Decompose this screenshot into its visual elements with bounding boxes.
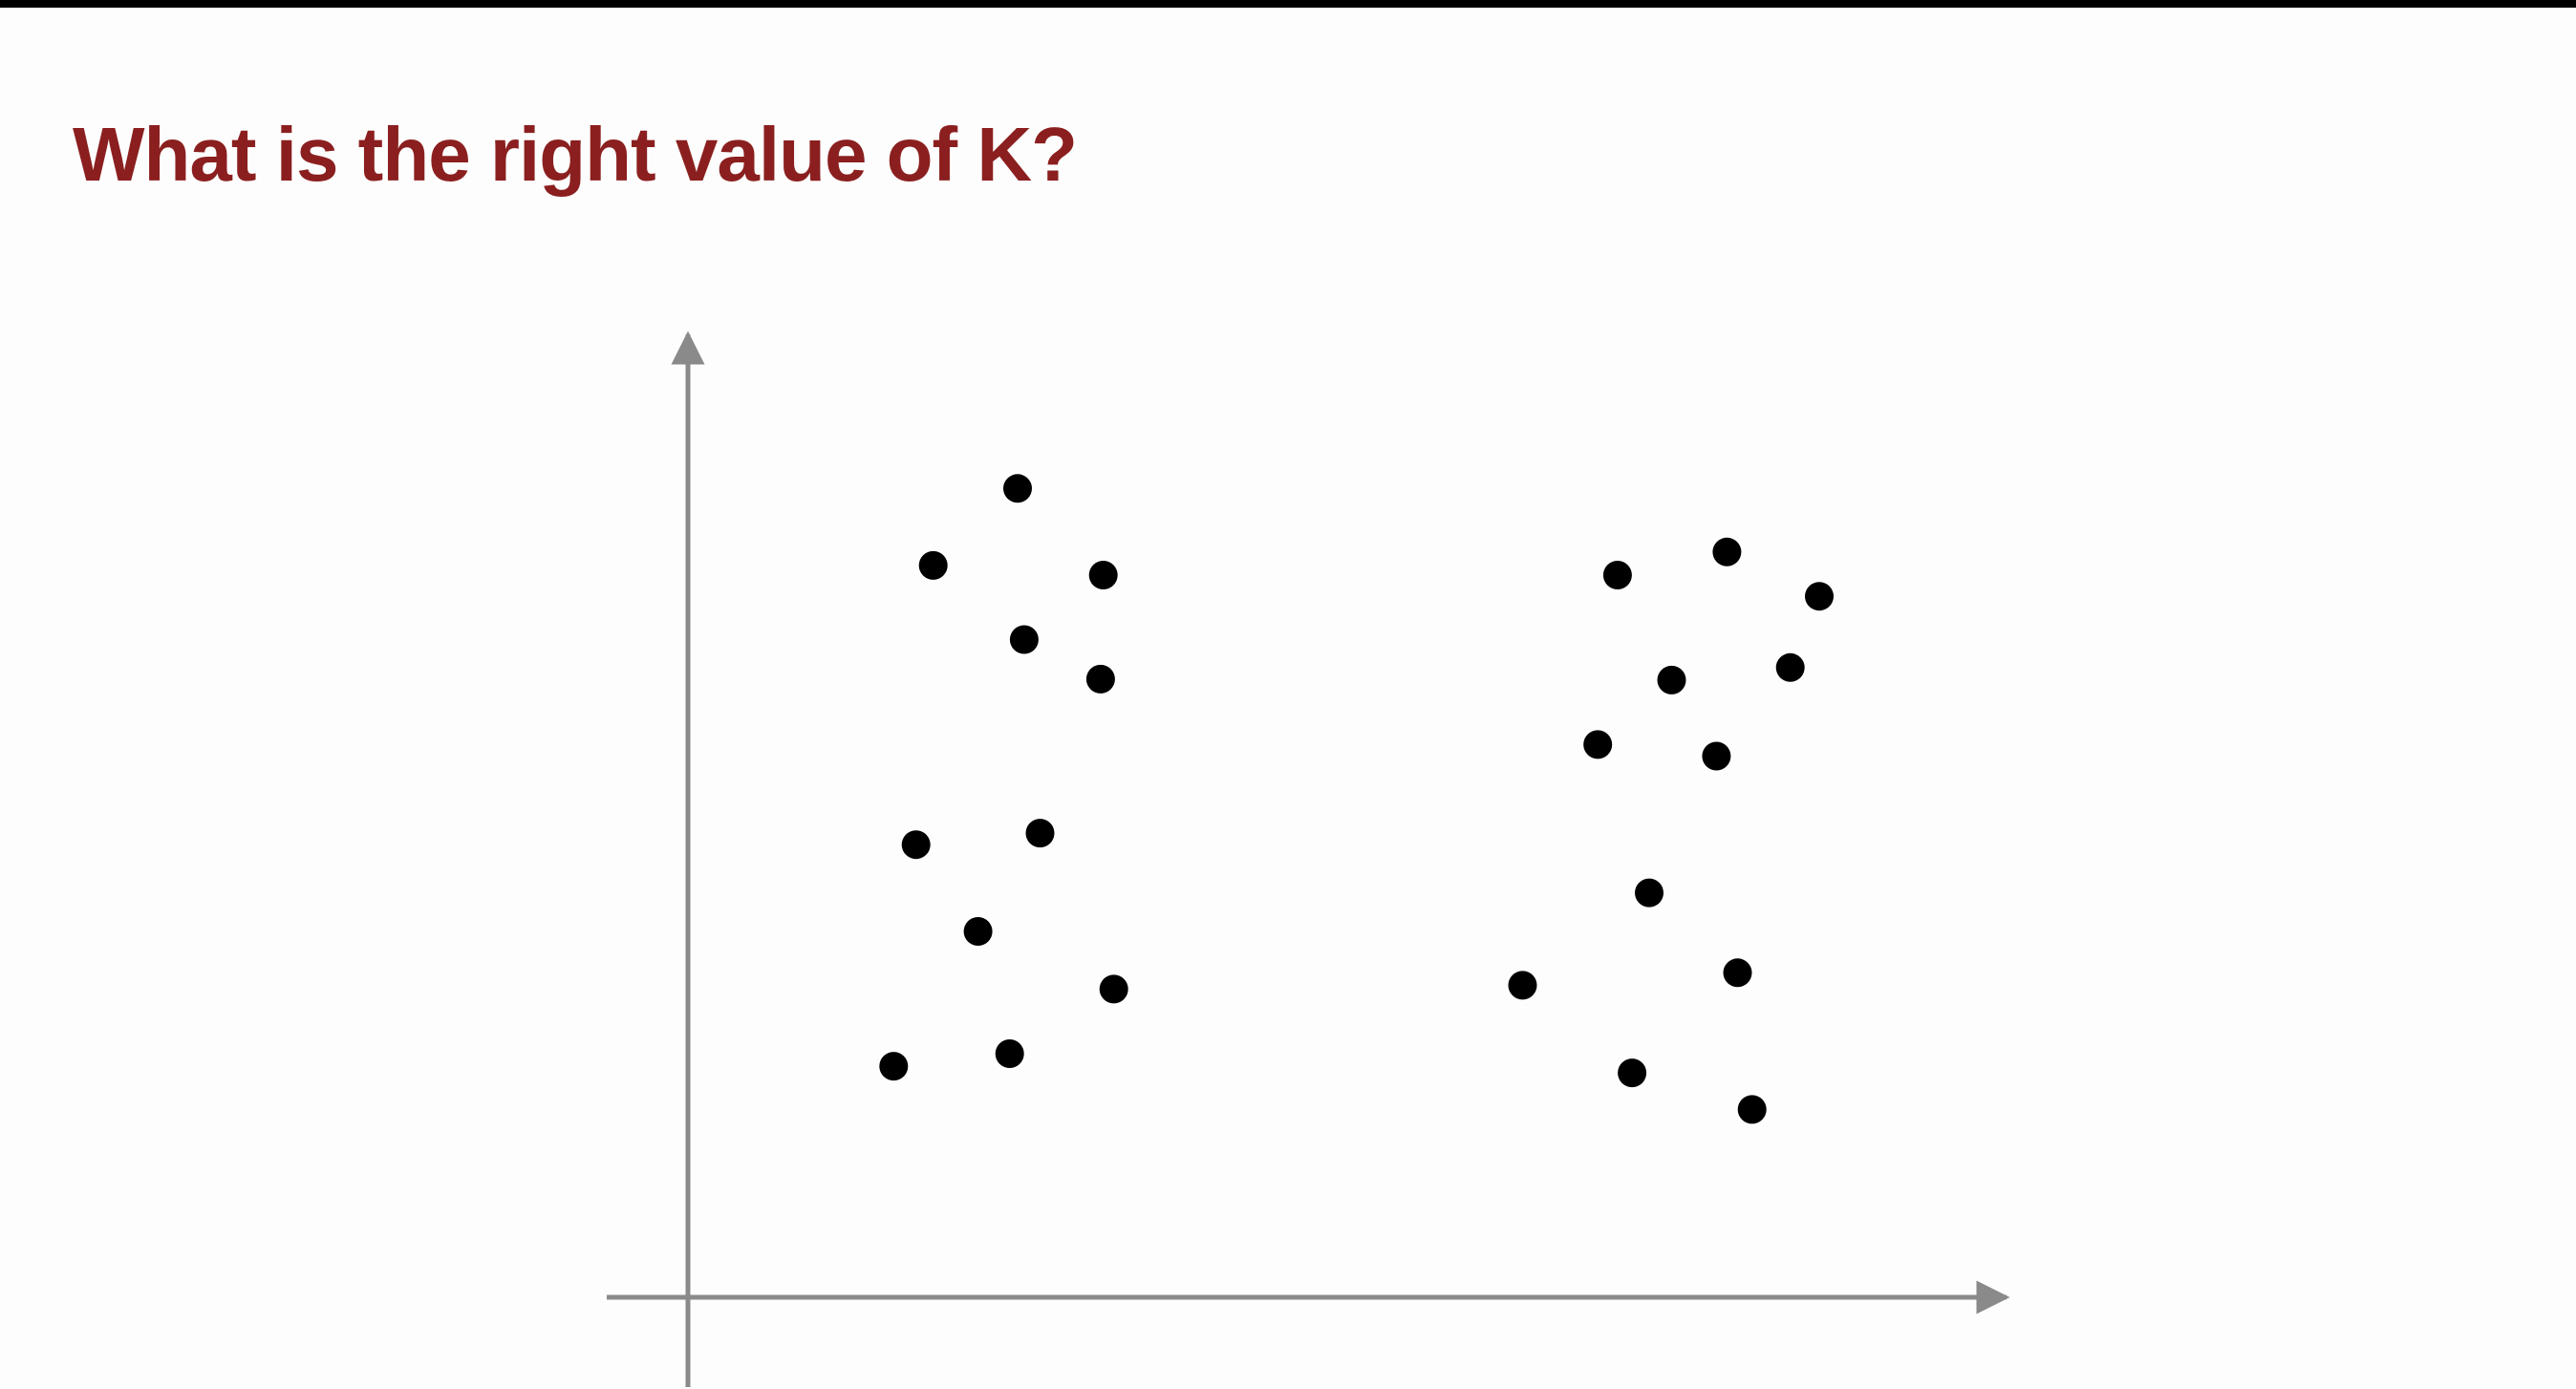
data-point-10 xyxy=(879,1052,909,1081)
data-point-4 xyxy=(1009,625,1039,654)
data-point-3 xyxy=(1088,561,1118,589)
data-point-7 xyxy=(1025,819,1055,848)
data-point-11 xyxy=(995,1039,1024,1068)
data-point-15 xyxy=(1657,665,1686,694)
data-point-19 xyxy=(1635,878,1664,908)
data-point-20 xyxy=(1723,958,1752,988)
data-point-9 xyxy=(1099,974,1128,1004)
top-bar xyxy=(0,0,2576,8)
data-point-1 xyxy=(1003,474,1032,503)
data-point-14 xyxy=(1805,582,1834,611)
data-point-13 xyxy=(1712,537,1742,566)
data-point-21 xyxy=(1508,971,1537,1000)
data-point-6 xyxy=(901,830,931,860)
data-point-18 xyxy=(1702,741,1731,771)
data-point-12 xyxy=(1602,561,1632,589)
data-point-23 xyxy=(1737,1095,1767,1124)
data-point-5 xyxy=(1085,664,1115,694)
data-point-22 xyxy=(1618,1058,1647,1088)
data-point-17 xyxy=(1583,730,1613,759)
data-point-8 xyxy=(963,917,993,946)
data-point-16 xyxy=(1775,652,1805,682)
data-points xyxy=(879,474,1834,1124)
data-point-2 xyxy=(918,550,948,580)
slide-title: What is the right value of K? xyxy=(73,112,1078,197)
